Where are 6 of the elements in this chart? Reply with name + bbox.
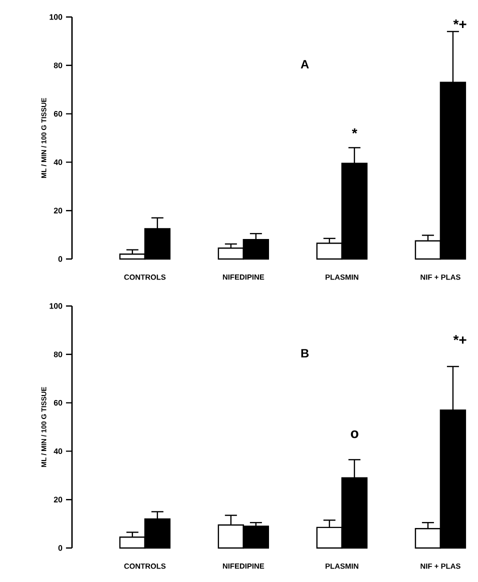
annotation: *+ (453, 19, 466, 28)
annotation: * (352, 128, 358, 134)
text: A (300, 60, 309, 68)
annotation: o (350, 430, 358, 438)
annotation: *+ (453, 335, 466, 344)
text: B (301, 349, 309, 358)
